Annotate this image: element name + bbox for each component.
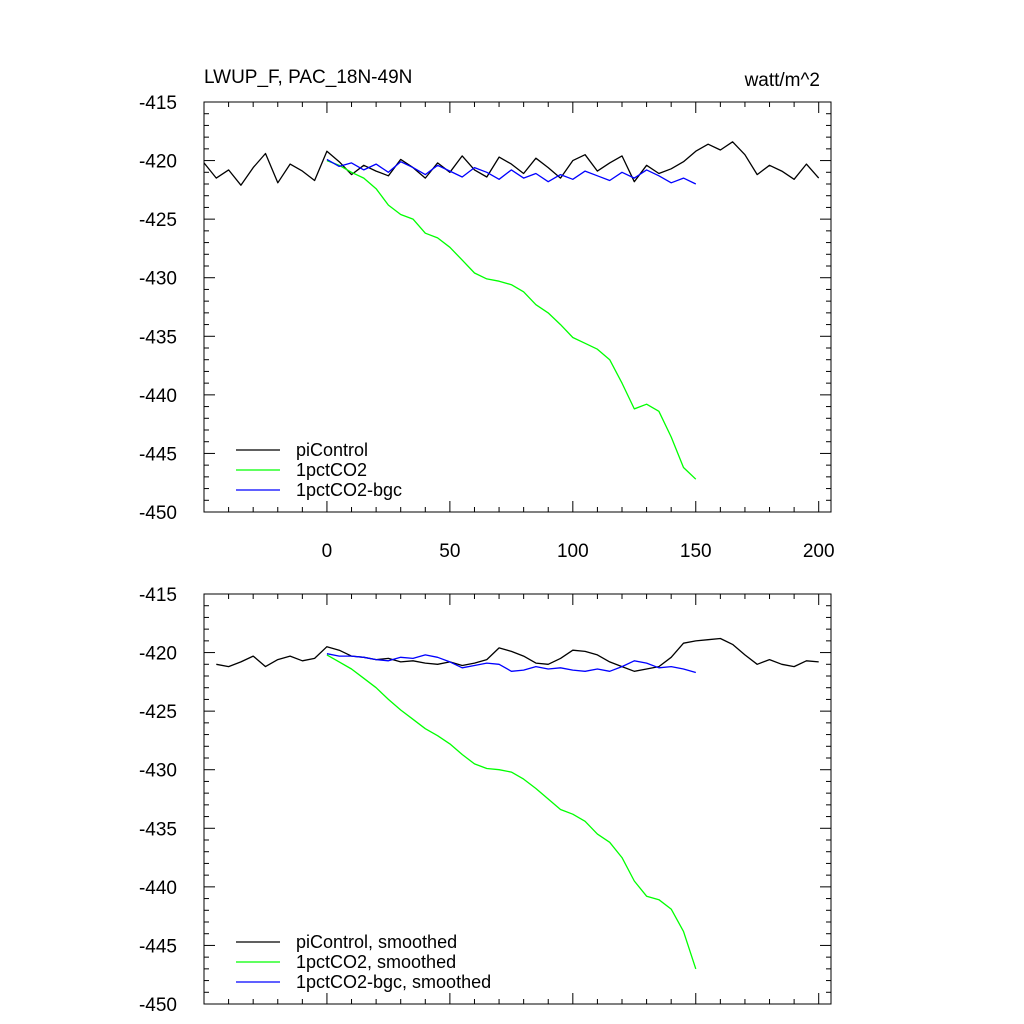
bottom-y-tick-label: -440: [139, 878, 177, 899]
top-legend-label-3: 1pctCO2-bgc: [296, 480, 402, 500]
top-x-tick-label: 200: [803, 541, 835, 562]
bottom-y-tick-label: -430: [139, 761, 177, 782]
top-y-tick-label: -420: [139, 152, 177, 173]
bottom-y-tick-label: -425: [139, 702, 177, 723]
top-y-tick-label: -415: [139, 93, 177, 114]
bottom-y-tick-label: -435: [139, 819, 177, 840]
top-x-tick-label: 50: [439, 541, 460, 562]
bottom-series-line-1: [216, 637, 819, 672]
top-y-tick-label: -435: [139, 327, 177, 348]
bottom-legend-label-3: 1pctCO2-bgc, smoothed: [296, 972, 491, 992]
bottom-y-tick-label: -445: [139, 936, 177, 957]
top-y-tick-label: -445: [139, 444, 177, 465]
bottom-chart-panel: -415 -420 -425 -430 -435 -440 -445 -450 piContro…: [139, 585, 832, 1016]
top-chart-panel: 0 50 100 150 200 -415 -420 -425 -430 -435 -440 -445…: [139, 93, 835, 562]
top-legend-label-1: piControl: [296, 440, 368, 460]
top-x-tick-label: 100: [557, 541, 589, 562]
top-series-line-3: [326, 158, 697, 185]
bottom-y-tick-label: -415: [139, 585, 177, 606]
bottom-legend-label-1: piControl, smoothed: [296, 932, 457, 952]
bottom-y-tick-label: -450: [139, 995, 177, 1016]
top-y-tick-label: -425: [139, 210, 177, 231]
top-chart-units: watt/m^2: [744, 70, 820, 91]
bottom-series-line-3: [326, 653, 696, 674]
top-y-tick-label: -430: [139, 269, 177, 290]
top-y-tick-label: -440: [139, 386, 177, 407]
top-legend-label-2: 1pctCO2: [296, 460, 367, 480]
bottom-y-tick-label: -420: [139, 644, 177, 665]
bottom-plot-frame: [203, 593, 832, 1005]
top-x-tick-label: 0: [322, 541, 333, 562]
top-chart-title: LWUP_F, PAC_18N-49N: [204, 67, 412, 88]
top-series-line-1: [203, 141, 820, 186]
top-x-tick-label: 150: [680, 541, 712, 562]
bottom-series-line-2: [326, 654, 697, 970]
top-y-tick-label: -450: [139, 503, 177, 524]
bottom-legend-label-2: 1pctCO2, smoothed: [296, 952, 456, 972]
top-plot-frame: [203, 101, 832, 513]
top-series-line-2: [326, 159, 697, 480]
